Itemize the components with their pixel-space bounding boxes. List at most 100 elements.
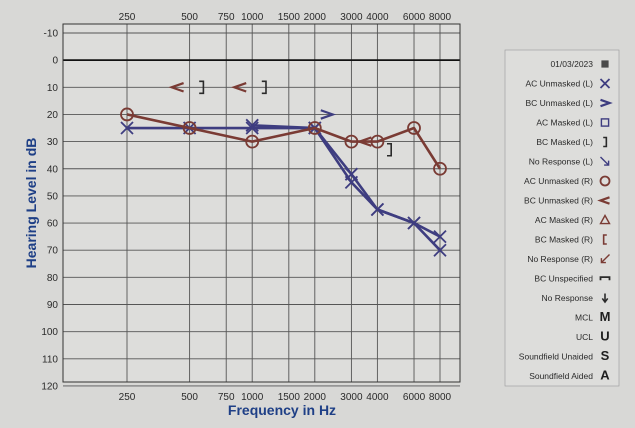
legend-box xyxy=(504,49,620,387)
data-point xyxy=(120,107,134,122)
x-tick-label-bottom: 3000 xyxy=(340,392,363,403)
y-tick-label: 20 xyxy=(47,110,59,121)
data-series xyxy=(120,80,447,257)
plot-frame xyxy=(62,23,461,383)
legend-symbol xyxy=(599,276,611,281)
marker-bracket-right xyxy=(199,80,205,95)
x-tick-label-top: 3000 xyxy=(340,12,363,23)
marker-arrow xyxy=(601,254,610,263)
legend-label: BC Masked (R) xyxy=(535,235,593,245)
x-tick-label-bottom: 250 xyxy=(119,392,136,403)
legend-label: MCL xyxy=(575,313,593,323)
legend-item: BC Masked (L) xyxy=(536,136,608,148)
x-tick-label-bottom: 2000 xyxy=(304,392,327,403)
legend-item: AC Unmasked (L) xyxy=(525,78,611,89)
data-point xyxy=(261,80,267,95)
data-point xyxy=(120,121,134,135)
legend-label: UCL xyxy=(576,332,593,342)
marker-circle xyxy=(307,121,322,135)
legend-item: Soundfield Unaided S xyxy=(519,348,610,363)
legend-item: UCL U xyxy=(576,328,610,343)
x-tick-label-top: 2000 xyxy=(304,12,327,23)
legend-symbol xyxy=(599,78,611,89)
legend-symbol xyxy=(603,136,608,148)
legend-item: 01/03/2023 xyxy=(550,59,609,69)
marker-circle xyxy=(407,121,421,135)
legend-item: No Response xyxy=(541,293,609,304)
x-tick-labels-bottom: 250 500 750 1000 1500 2000 3000 4000 6000 8000 xyxy=(119,392,452,403)
x-tick-label-top: 250 xyxy=(119,12,136,23)
marker-stroke xyxy=(433,243,447,257)
data-point xyxy=(433,161,447,176)
legend-label: No Response (L) xyxy=(529,157,593,167)
data-point xyxy=(245,134,260,149)
marker-arrowhead xyxy=(601,297,609,304)
marker-letter: U xyxy=(600,328,609,343)
y-tick-label: 110 xyxy=(42,354,58,365)
legend-label: BC Masked (L) xyxy=(536,137,593,147)
data-point xyxy=(320,109,337,120)
legend-symbol xyxy=(600,118,610,127)
marker-square-filled xyxy=(601,60,609,68)
marker-stroke xyxy=(344,167,359,181)
legend-item: AC Masked (L) xyxy=(536,118,610,128)
marker-arrowhead xyxy=(600,258,606,264)
y-tick-label: 120 xyxy=(41,381,58,392)
x-tick-label-top: 6000 xyxy=(403,12,426,23)
data-point xyxy=(344,167,359,181)
legend-label: BC Unmasked (L) xyxy=(525,98,593,108)
marker-letter: M xyxy=(600,309,611,324)
marker-stroke xyxy=(433,229,447,244)
legend-label: Soundfield Unaided xyxy=(519,352,593,362)
legend-symbol: A xyxy=(600,367,610,382)
marker-stroke xyxy=(407,216,421,230)
legend-item: AC Unmasked (R) xyxy=(524,175,611,187)
marker-triangle xyxy=(599,214,611,225)
marker-arrowhead xyxy=(604,160,610,166)
legend-item: MCL M xyxy=(575,309,610,324)
data-point xyxy=(407,216,421,230)
marker-letter: A xyxy=(600,367,610,382)
marker-stroke xyxy=(245,118,259,132)
marker-circle xyxy=(370,134,385,149)
marker-stroke xyxy=(245,121,259,135)
y-tick-label: 10 xyxy=(47,83,59,94)
x-tick-label-top: 8000 xyxy=(429,12,452,23)
legend: 01/03/2023 AC Unmasked (L) BC Unmasked (L)… xyxy=(519,59,613,382)
legend-symbol: S xyxy=(601,348,610,363)
plot-background xyxy=(63,24,460,382)
legend-symbol xyxy=(597,196,610,205)
marker-circle xyxy=(245,134,260,149)
legend-symbol xyxy=(600,254,610,264)
legend-symbol: M xyxy=(600,309,611,324)
legend-label: No Response (R) xyxy=(527,254,593,264)
legend-label: BC Unmasked (R) xyxy=(524,196,593,206)
legend-symbol xyxy=(599,214,611,225)
legend-label: AC Unmasked (R) xyxy=(524,176,593,186)
legend-symbol xyxy=(600,98,613,108)
marker-arrow xyxy=(600,156,609,166)
x-tick-label-bottom: 1500 xyxy=(278,392,301,403)
x-tick-label-top: 1000 xyxy=(241,12,264,23)
marker-chevron-left xyxy=(356,136,372,147)
y-tick-label: 60 xyxy=(47,219,59,230)
data-point xyxy=(168,82,184,93)
y-tick-labels: -10 0 10 20 30 40 50 60 70 80 90 100 110 120 xyxy=(41,29,58,393)
legend-item: BC Unmasked (L) xyxy=(525,98,613,108)
data-point xyxy=(370,202,385,217)
data-point xyxy=(182,121,197,135)
data-point xyxy=(433,229,447,244)
marker-bracket-left xyxy=(602,234,607,245)
y-tick-label: -10 xyxy=(44,29,59,40)
marker-chevron-right xyxy=(600,98,613,108)
marker-stroke xyxy=(370,202,385,217)
data-point xyxy=(407,121,421,135)
y-tick-label: 70 xyxy=(47,246,59,257)
marker-bracket-top xyxy=(599,276,611,281)
legend-item: AC Masked (R) xyxy=(535,214,611,225)
marker-square xyxy=(600,118,610,127)
legend-item: BC Masked (R) xyxy=(535,234,607,245)
legend-item: No Response (R) xyxy=(527,254,610,264)
data-point xyxy=(199,80,205,95)
